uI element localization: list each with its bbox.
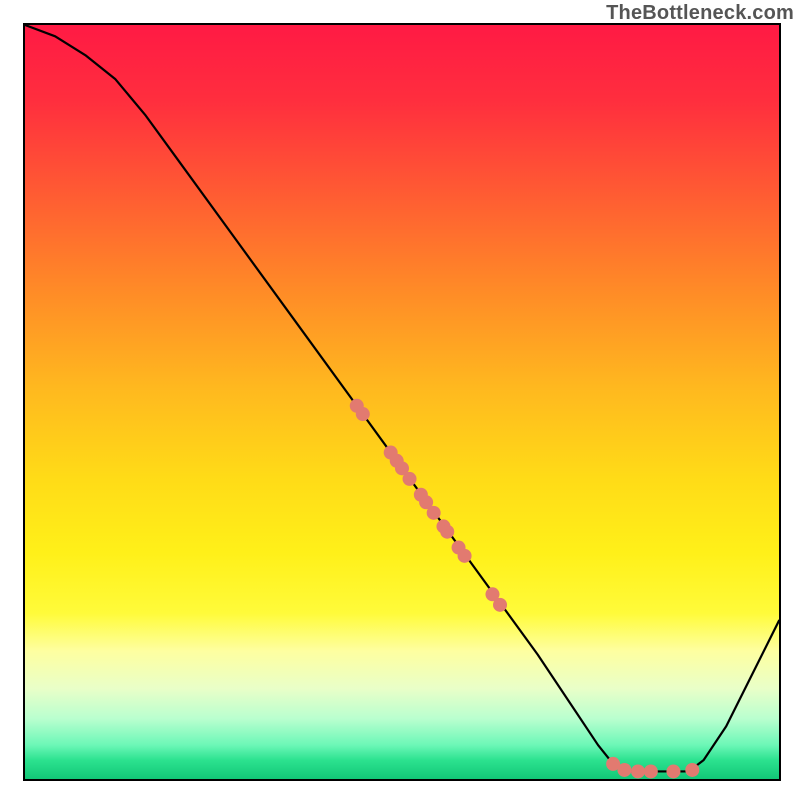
data-point [356, 407, 370, 421]
data-point [631, 764, 645, 778]
data-point [617, 763, 631, 777]
data-point [427, 506, 441, 520]
data-point [666, 764, 680, 778]
chart-root: TheBottleneck.com [0, 0, 800, 800]
data-points [350, 399, 700, 779]
data-point [685, 763, 699, 777]
data-point [493, 598, 507, 612]
chart-foreground [25, 25, 779, 779]
data-point [644, 764, 658, 778]
line-path [25, 25, 779, 771]
data-point [440, 525, 454, 539]
data-point [403, 472, 417, 486]
watermark-text: TheBottleneck.com [606, 2, 794, 25]
plot-area [23, 23, 781, 781]
data-point [458, 549, 472, 563]
line-curve [25, 25, 779, 771]
